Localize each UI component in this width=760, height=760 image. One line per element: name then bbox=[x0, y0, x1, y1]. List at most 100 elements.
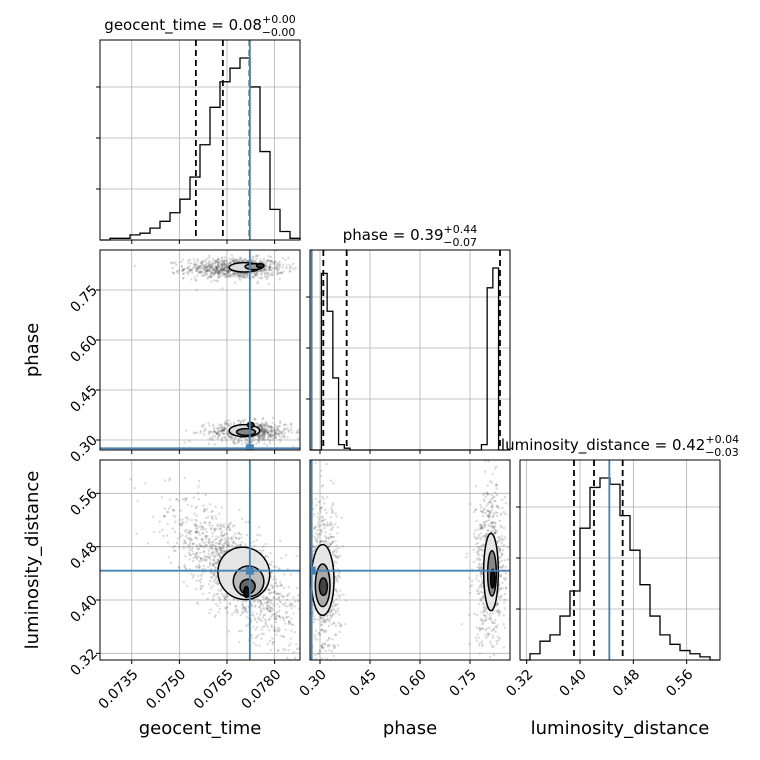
sample-point bbox=[215, 548, 219, 551]
sample-point bbox=[267, 601, 270, 604]
sample-point bbox=[230, 544, 234, 547]
sample-point bbox=[226, 544, 229, 547]
sample-point bbox=[261, 429, 264, 433]
sample-point bbox=[235, 605, 238, 608]
sample-point bbox=[479, 509, 483, 513]
sample-point bbox=[323, 524, 327, 527]
sample-point bbox=[222, 269, 225, 272]
sample-point bbox=[262, 430, 265, 433]
sample-point bbox=[186, 516, 189, 519]
sample-point bbox=[214, 544, 217, 548]
sample-point bbox=[262, 269, 265, 272]
sample-point bbox=[498, 550, 502, 553]
sample-point bbox=[178, 518, 181, 522]
sample-point bbox=[203, 264, 206, 268]
sample-point bbox=[481, 535, 484, 538]
sample-point bbox=[239, 421, 242, 424]
truth-marker bbox=[245, 566, 254, 575]
sample-point bbox=[315, 544, 319, 547]
sample-point bbox=[210, 430, 213, 433]
sample-point bbox=[223, 259, 226, 262]
sample-point bbox=[332, 601, 335, 605]
sample-point bbox=[207, 276, 210, 279]
sample-point bbox=[338, 576, 341, 579]
sample-point bbox=[207, 264, 210, 267]
sample-point bbox=[211, 535, 214, 538]
sample-point bbox=[326, 543, 329, 546]
sample-point bbox=[199, 271, 202, 275]
sample-point bbox=[221, 271, 224, 274]
sample-point bbox=[144, 482, 147, 485]
sample-point bbox=[318, 518, 321, 521]
sample-point bbox=[241, 272, 245, 275]
sample-point bbox=[206, 277, 209, 280]
sample-point bbox=[210, 571, 213, 574]
sample-point bbox=[330, 535, 333, 539]
sample-point bbox=[255, 539, 258, 542]
sample-point bbox=[192, 574, 195, 577]
sample-point bbox=[282, 635, 286, 638]
sample-point bbox=[199, 581, 202, 584]
sample-point bbox=[491, 505, 494, 508]
sample-point bbox=[280, 271, 283, 274]
sample-point bbox=[190, 268, 194, 271]
sample-point bbox=[274, 260, 277, 264]
sample-point bbox=[237, 419, 240, 423]
sample-point bbox=[479, 627, 483, 631]
sample-point bbox=[304, 618, 306, 620]
sample-point bbox=[187, 531, 191, 534]
sample-point bbox=[271, 433, 275, 437]
sample-point bbox=[306, 520, 308, 522]
sample-point bbox=[300, 534, 302, 536]
sample-point bbox=[199, 545, 202, 548]
sample-point bbox=[492, 645, 495, 648]
sample-point bbox=[270, 585, 274, 588]
sample-point bbox=[199, 522, 203, 525]
sample-point bbox=[282, 423, 286, 427]
sample-point bbox=[198, 566, 201, 569]
sample-point bbox=[466, 552, 469, 555]
sample-point bbox=[221, 265, 224, 268]
panel-title-luminosity_distance: luminosity_distance = 0.42+0.04 −0.03 bbox=[501, 433, 739, 459]
sample-point bbox=[199, 557, 202, 561]
sample-point bbox=[214, 565, 217, 569]
sample-point bbox=[324, 539, 327, 542]
sample-point bbox=[492, 525, 496, 528]
sample-point bbox=[320, 628, 324, 632]
sample-point bbox=[217, 270, 220, 274]
sample-point bbox=[274, 581, 277, 584]
sample-point bbox=[274, 565, 278, 568]
sample-point bbox=[209, 275, 213, 278]
sample-point bbox=[480, 619, 483, 623]
sample-point bbox=[217, 261, 220, 264]
sample-point bbox=[176, 537, 180, 540]
sample-point bbox=[188, 549, 191, 552]
sample-point bbox=[206, 555, 209, 559]
sample-point bbox=[498, 548, 501, 551]
sample-point bbox=[200, 261, 203, 264]
sample-point bbox=[198, 542, 201, 546]
sample-point bbox=[495, 493, 499, 497]
sample-point bbox=[218, 269, 221, 272]
sample-point bbox=[176, 269, 179, 272]
sample-point bbox=[493, 531, 497, 535]
sample-point bbox=[479, 523, 482, 527]
sample-point bbox=[211, 517, 214, 520]
sample-point bbox=[233, 260, 236, 263]
sample-point bbox=[219, 523, 223, 526]
sample-point bbox=[220, 526, 223, 529]
sample-point bbox=[255, 254, 259, 257]
sample-point bbox=[269, 591, 273, 594]
sample-point bbox=[480, 554, 484, 557]
sample-point bbox=[325, 614, 329, 618]
sample-point bbox=[258, 260, 261, 264]
sample-point bbox=[220, 263, 224, 266]
sample-point bbox=[198, 265, 202, 268]
sample-point bbox=[194, 530, 198, 534]
sample-point bbox=[201, 267, 205, 270]
sample-point bbox=[225, 540, 229, 543]
sample-point bbox=[490, 503, 494, 506]
sample-point bbox=[264, 271, 267, 274]
sample-point bbox=[312, 621, 315, 624]
title-upper: +0.04 bbox=[705, 433, 739, 446]
